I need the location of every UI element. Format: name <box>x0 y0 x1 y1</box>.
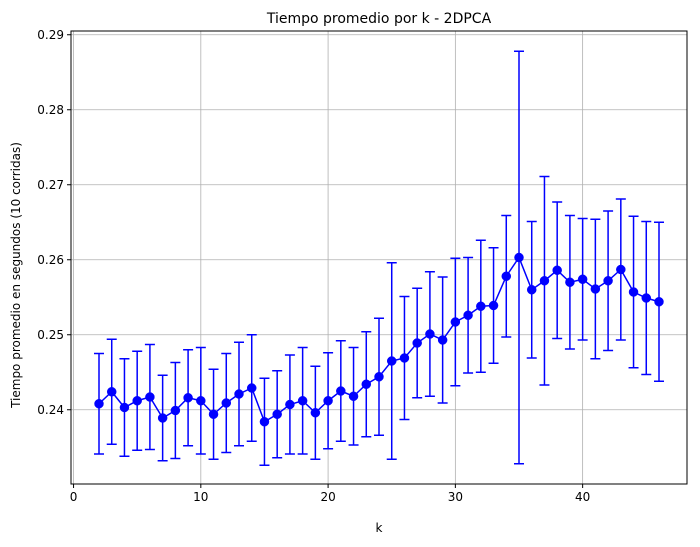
y-axis-ticks: 0.24 0.25 0.26 0.27 0.28 0.29 <box>37 28 71 417</box>
data-point <box>272 409 282 419</box>
data-point <box>119 402 130 413</box>
data-point <box>132 396 142 406</box>
y-tick-label: 0.29 <box>37 28 64 42</box>
data-point <box>616 264 626 275</box>
data-point <box>361 379 372 389</box>
data-point <box>565 277 575 287</box>
data-point <box>603 276 613 286</box>
data-point <box>488 300 499 311</box>
data-point <box>425 329 435 339</box>
y-tick-label: 0.24 <box>37 403 64 417</box>
y-tick-label: 0.27 <box>37 178 64 192</box>
data-point <box>297 396 308 406</box>
grid <box>71 31 687 484</box>
x-tick-label: 20 <box>320 490 335 504</box>
data-point <box>94 399 104 409</box>
data-point <box>437 335 448 345</box>
data-point <box>285 399 295 410</box>
data-point <box>183 393 193 403</box>
data-point <box>399 353 410 363</box>
data-point <box>476 301 486 311</box>
y-tick-label: 0.26 <box>37 253 64 267</box>
data-point <box>654 297 664 307</box>
data-point <box>259 417 270 427</box>
data-point <box>336 386 346 396</box>
data-point <box>221 398 232 408</box>
data-point <box>348 391 359 401</box>
data-point <box>412 338 422 348</box>
x-tick-label: 30 <box>448 490 463 504</box>
data-point <box>577 274 588 284</box>
data-point <box>106 387 117 397</box>
y-axis-label: Tiempo promedio en segundos (10 corridas… <box>9 142 23 409</box>
data-point <box>526 285 537 295</box>
x-tick-label: 40 <box>575 490 590 504</box>
data-point <box>246 383 257 393</box>
chart-title: Tiempo promedio por k - 2DPCA <box>266 11 492 27</box>
data-point <box>208 409 219 419</box>
data-point <box>463 310 473 320</box>
data-point <box>145 392 155 402</box>
data-point <box>323 396 333 406</box>
x-axis-ticks: 0 10 20 30 40 <box>70 484 590 504</box>
data-point <box>552 265 562 275</box>
x-tick-label: 0 <box>70 490 78 504</box>
data-point <box>641 293 652 303</box>
y-tick-label: 0.28 <box>37 103 64 117</box>
data-point <box>590 284 601 294</box>
data-point <box>157 413 168 423</box>
data-point <box>310 408 321 418</box>
data-point <box>374 372 384 382</box>
data-point <box>514 252 524 263</box>
plot-frame <box>70 30 688 485</box>
data-point <box>386 356 397 366</box>
data-point <box>234 389 244 399</box>
data-point <box>196 396 206 406</box>
data-point <box>539 276 550 286</box>
x-axis-label: k <box>376 521 383 535</box>
data-point <box>501 271 512 281</box>
x-tick-label: 10 <box>193 490 208 504</box>
data-series <box>94 252 664 427</box>
data-point <box>170 405 181 416</box>
y-tick-label: 0.25 <box>37 328 64 342</box>
data-point <box>450 317 461 327</box>
data-point <box>628 287 639 297</box>
